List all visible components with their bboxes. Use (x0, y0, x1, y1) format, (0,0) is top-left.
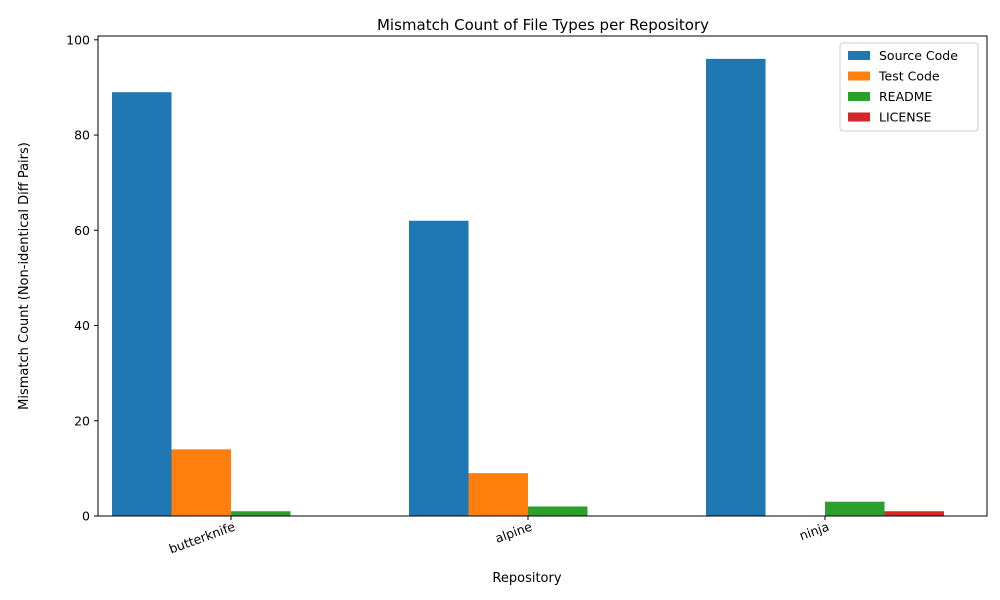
x-axis: butterknife alpine ninja (167, 516, 831, 556)
x-tick-label: butterknife (167, 519, 237, 557)
legend-label: Source Code (879, 48, 958, 63)
x-axis-label: Repository (492, 571, 561, 586)
legend-swatch (848, 112, 870, 122)
y-tick-label: 100 (66, 32, 90, 47)
legend-swatch (848, 92, 870, 101)
bars-group (112, 58, 944, 516)
y-tick-label: 40 (74, 318, 90, 333)
legend-label: README (879, 89, 933, 104)
bar-readme-alpine (528, 506, 588, 516)
bar-test-code-alpine (468, 473, 528, 516)
bar-source-code-alpine (409, 220, 469, 516)
bar-readme-ninja (825, 501, 885, 516)
bar-source-code-ninja (706, 58, 766, 516)
y-axis: 0 20 40 60 80 100 (66, 32, 98, 524)
legend-label: Test Code (878, 69, 940, 84)
legend-swatch (848, 71, 870, 81)
bar-readme-butterknife (231, 511, 291, 516)
x-tick-label: alpine (493, 519, 534, 546)
y-axis-label: Mismatch Count (Non-identical Diff Pairs… (17, 142, 32, 410)
plot-frame (97, 35, 988, 517)
legend-frame (839, 42, 979, 132)
y-tick-label: 0 (82, 509, 90, 524)
bar-source-code-butterknife (112, 92, 172, 516)
y-tick-label: 80 (74, 128, 90, 143)
chart-title: Mismatch Count of File Types per Reposit… (377, 16, 709, 34)
x-tick-label: ninja (797, 519, 831, 544)
legend-label: LICENSE (879, 110, 932, 125)
bar-license-ninja (884, 511, 944, 516)
bar-test-code-butterknife (171, 449, 231, 516)
legend-swatch (848, 51, 870, 60)
y-tick-label: 20 (74, 413, 90, 428)
legend: Source Code Test Code README LICENSE (839, 42, 979, 132)
y-tick-label: 60 (74, 223, 90, 238)
